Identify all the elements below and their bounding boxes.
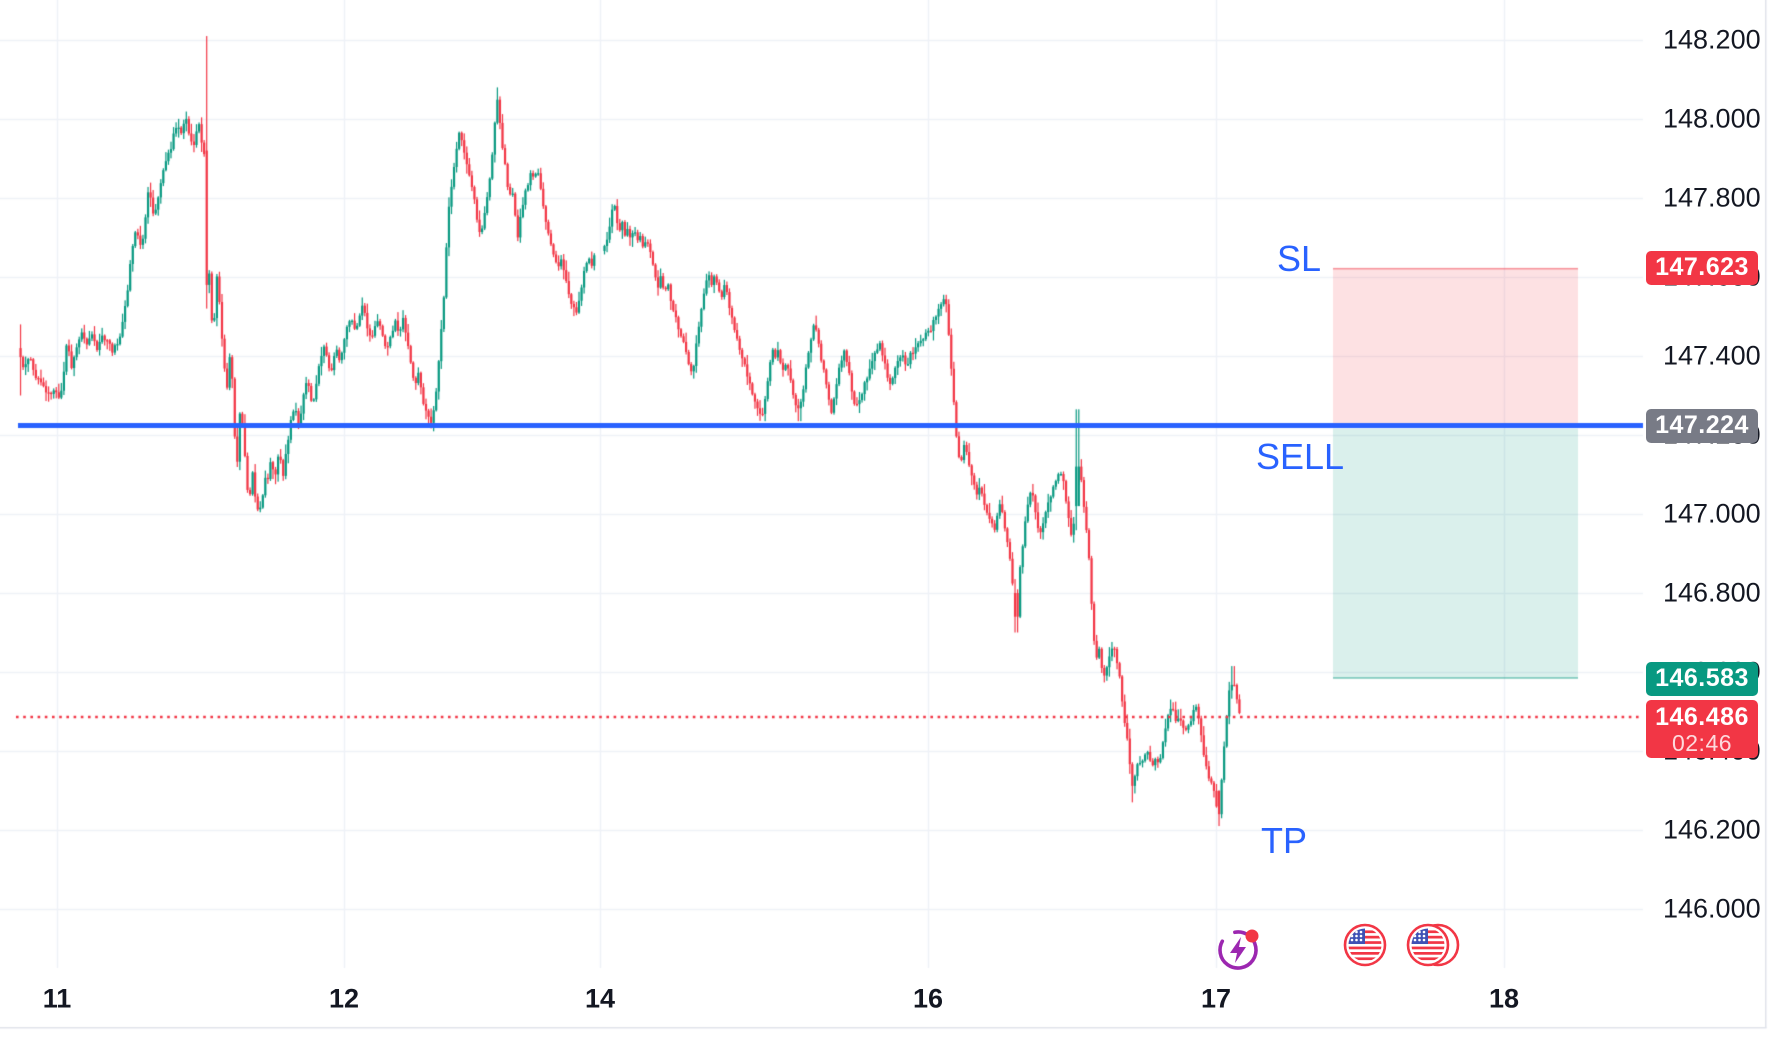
time-axis-label: 18 bbox=[1488, 983, 1520, 1014]
us-flag-event-icon[interactable] bbox=[1343, 923, 1387, 967]
entry-price-badge: 147.224 bbox=[1646, 408, 1758, 443]
price-axis-label: 146.800 bbox=[1663, 577, 1761, 608]
time-axis-label: 14 bbox=[584, 983, 616, 1014]
stop-loss-label[interactable]: SL bbox=[1277, 238, 1322, 279]
stop-loss-price-badge: 147.623 bbox=[1646, 250, 1758, 285]
take-profit-price-badge: 146.583 bbox=[1646, 661, 1758, 696]
sell-label[interactable]: SELL bbox=[1256, 436, 1345, 477]
time-axis-label: 12 bbox=[328, 983, 360, 1014]
price-axis-label: 147.000 bbox=[1663, 498, 1761, 529]
time-axis-label: 17 bbox=[1200, 983, 1232, 1014]
price-axis-label: 147.800 bbox=[1663, 182, 1761, 213]
price-axis-label: 148.000 bbox=[1663, 103, 1761, 134]
flash-event-icon[interactable] bbox=[1214, 924, 1262, 972]
bar-countdown: 02:46 bbox=[1671, 729, 1733, 756]
price-axis-label: 146.200 bbox=[1663, 814, 1761, 845]
time-axis-label: 11 bbox=[42, 983, 72, 1014]
us-flag-double-event-icon[interactable] bbox=[1406, 923, 1460, 967]
last-price-badge: 146.486 02:46 bbox=[1646, 700, 1758, 759]
take-profit-label[interactable]: TP bbox=[1261, 820, 1308, 861]
price-axis-label: 147.400 bbox=[1663, 340, 1761, 371]
last-price-value: 146.486 bbox=[1655, 702, 1749, 731]
time-axis-label: 16 bbox=[912, 983, 944, 1014]
price-axis-label: 146.000 bbox=[1663, 893, 1761, 924]
price-axis-label: 148.200 bbox=[1663, 24, 1761, 55]
